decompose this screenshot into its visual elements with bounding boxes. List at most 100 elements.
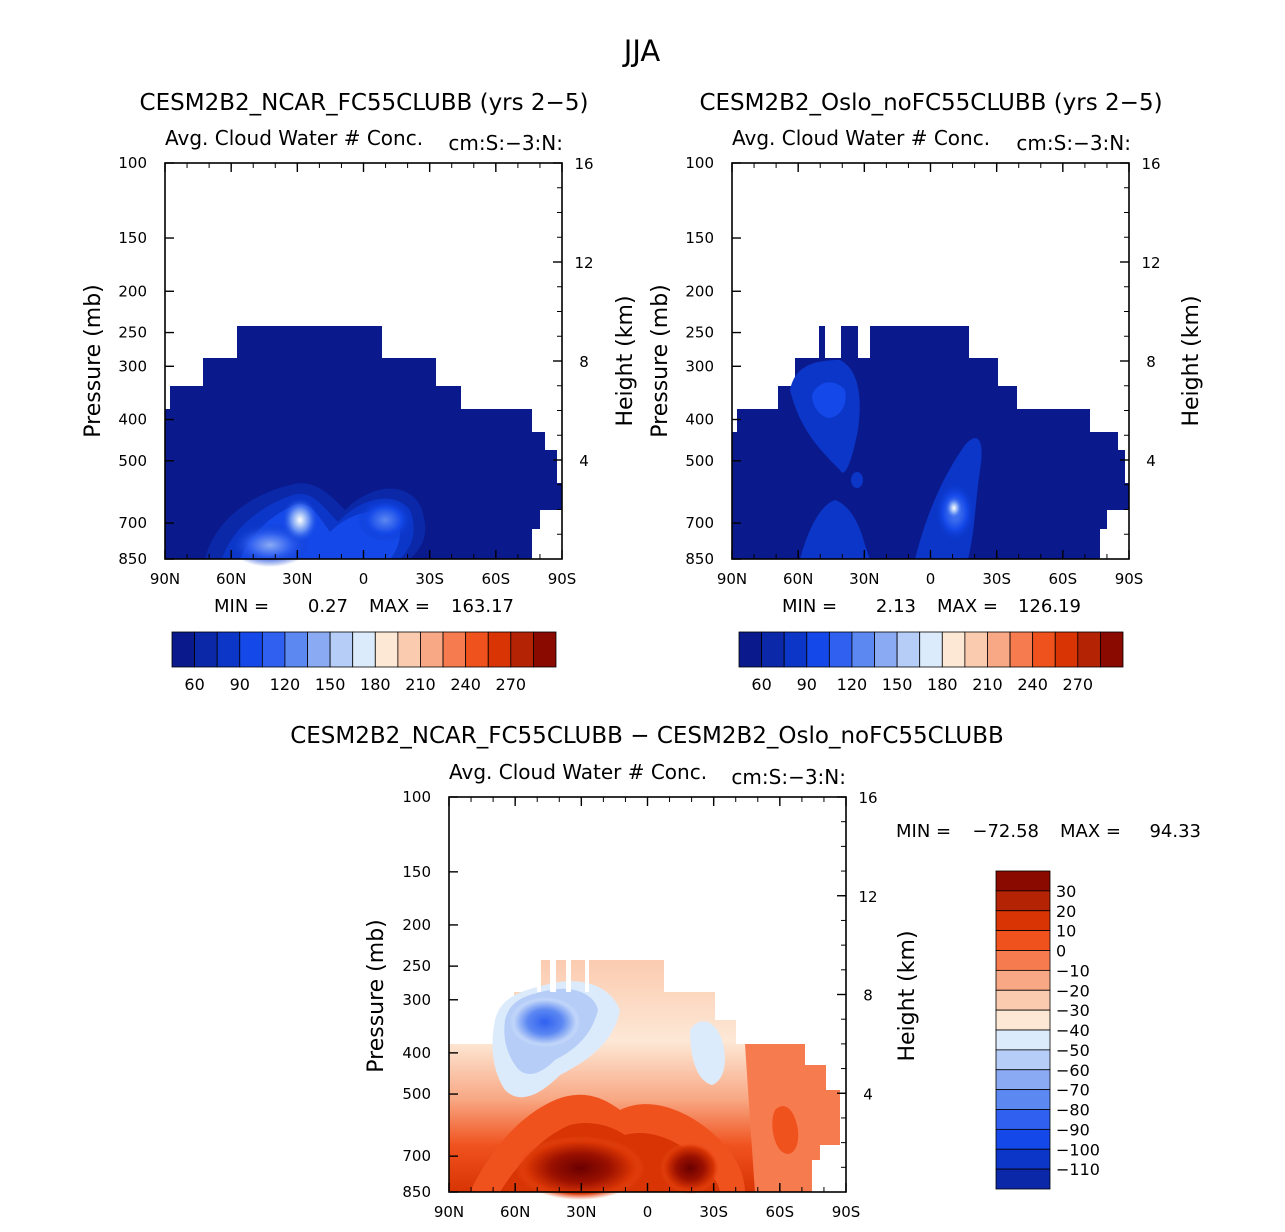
panel-oslo-contour-c xyxy=(800,500,870,559)
panel-oslo: CESM2B2_Oslo_noFC55CLUBB (yrs 2−5) Avg. … xyxy=(648,90,1204,694)
panel-diff-xtick-label: 90S xyxy=(832,1203,861,1221)
panel-ncar-colorbar-swatch xyxy=(284,631,308,668)
panel-diff-colorbar-swatch xyxy=(995,930,1051,951)
panel-ncar-ytick-right-label: 12 xyxy=(574,254,593,272)
panel-diff-colorbar-swatch xyxy=(995,1168,1051,1190)
panel-ncar-colorbar-label: 270 xyxy=(496,675,527,694)
panel-ncar-ylabel: Pressure (mb) xyxy=(81,284,106,438)
panel-diff-colorbar-swatch xyxy=(995,989,1051,1011)
panel-diff-ytick-label: 250 xyxy=(402,957,431,975)
panel-oslo-ytick-right-label: 16 xyxy=(1141,155,1160,173)
panel-oslo-subtitle-left: Avg. Cloud Water # Conc. xyxy=(732,126,990,150)
panel-ncar-xtick-label: 90S xyxy=(548,570,577,588)
panel-ncar-colorbar-swatch xyxy=(420,631,444,668)
panel-ncar-ytick-right-label: 4 xyxy=(579,452,589,470)
panel-diff-colorbar-label: −50 xyxy=(1056,1041,1090,1060)
panel-ncar-ylabel-right: Height (km) xyxy=(613,295,638,426)
panel-ncar: CESM2B2_NCAR_FC55CLUBB (yrs 2−5) Avg. Cl… xyxy=(81,90,638,694)
panel-oslo-contour-f xyxy=(945,496,963,520)
panel-diff-colorbar-swatch xyxy=(995,1009,1051,1031)
panel-ncar-colorbar-label: 120 xyxy=(270,675,301,694)
panel-diff-colorbar-swatch xyxy=(995,870,1051,892)
panel-oslo-colorbar-label: 150 xyxy=(882,675,913,694)
panel-oslo-colorbar-swatch xyxy=(964,631,988,668)
panel-oslo-ytick-right-label: 4 xyxy=(1146,452,1156,470)
panel-diff-colorbar-label: −20 xyxy=(1056,981,1090,1000)
panel-diff-colorbar-label: −30 xyxy=(1056,1001,1090,1020)
panel-ncar-ytick-label: 500 xyxy=(118,452,147,470)
panel-diff-axes: 90N 60N 30N 0 30S 60S 90S 100 150 200 250 300 400 500… xyxy=(402,788,877,1221)
panel-ncar-ytick-label: 300 xyxy=(118,357,147,375)
panel-diff-xtick-label: 60N xyxy=(500,1203,530,1221)
panel-oslo-colorbar-swatch xyxy=(1077,631,1101,668)
panel-ncar-colorbar-swatch xyxy=(307,631,331,668)
panel-oslo-colorbar-label: 60 xyxy=(751,675,771,694)
panel-oslo-field xyxy=(732,326,1129,559)
panel-ncar-colorbar-swatch xyxy=(442,631,467,668)
panel-oslo-ylabel: Pressure (mb) xyxy=(648,284,673,438)
panel-diff-ytick-right-label: 16 xyxy=(858,789,877,807)
panel-diff-colorbar-swatch xyxy=(995,910,1051,932)
panel-ncar-min-value: 0.27 xyxy=(308,596,348,617)
panel-oslo-colorbar-swatch xyxy=(874,631,898,668)
panel-ncar-ytick-label: 250 xyxy=(118,324,147,342)
panel-oslo-colorbar: 60 90 120 150 180 210 240 270 xyxy=(738,631,1124,694)
panel-diff-subtitle-right: cm:S:−3:N: xyxy=(731,765,846,789)
panel-ncar-colorbar-swatch xyxy=(171,631,195,668)
panel-diff-colorbar-label: 20 xyxy=(1056,902,1076,921)
panel-diff-ytick-label: 500 xyxy=(402,1085,431,1103)
panel-diff-max-label: MAX = xyxy=(1060,821,1121,842)
panel-diff-gap-b xyxy=(550,960,556,992)
panel-oslo-colorbar-label: 90 xyxy=(797,675,817,694)
panel-oslo-ytick-label: 300 xyxy=(685,357,714,375)
panel-oslo-colorbar-swatch xyxy=(941,631,966,668)
panel-diff-max-value: 94.33 xyxy=(1149,821,1201,842)
panel-oslo-colorbar-swatch xyxy=(1032,631,1056,668)
panel-oslo-colorbar-swatch xyxy=(1009,631,1034,668)
panel-oslo-colorbar-label: 120 xyxy=(837,675,868,694)
panel-diff-colorbar-label: −70 xyxy=(1056,1081,1090,1100)
panel-oslo-colorbar-swatch xyxy=(806,631,830,668)
panel-ncar-ytick-label: 200 xyxy=(118,282,147,300)
panel-diff-colorbar-label: 0 xyxy=(1056,942,1066,961)
panel-oslo-colorbar-swatch xyxy=(1054,631,1079,668)
panel-diff-colorbar-label: −10 xyxy=(1056,961,1090,980)
panel-oslo-contour-g xyxy=(851,472,863,488)
panel-diff-colorbar-swatch xyxy=(995,969,1051,991)
panel-diff: CESM2B2_NCAR_FC55CLUBB − CESM2B2_Oslo_no… xyxy=(290,723,1201,1221)
panel-oslo-min-label: MIN = xyxy=(782,596,837,617)
panel-diff-colorbar-label: −40 xyxy=(1056,1021,1090,1040)
panel-ncar-contour-e xyxy=(282,498,318,542)
panel-ncar-xtick-label: 0 xyxy=(359,570,369,588)
panel-ncar-contour-f xyxy=(357,498,413,542)
panel-oslo-colorbar-swatch xyxy=(828,631,853,668)
panel-diff-xtick-label: 30N xyxy=(566,1203,596,1221)
panel-ncar-colorbar-label: 60 xyxy=(184,675,204,694)
panel-ncar-subtitle-right: cm:S:−3:N: xyxy=(448,131,563,155)
panel-oslo-colorbar-swatch xyxy=(919,631,943,668)
panel-ncar-colorbar-label: 210 xyxy=(405,675,436,694)
panel-ncar-ytick-label: 150 xyxy=(118,229,147,247)
panel-diff-gap-d xyxy=(585,960,589,992)
panel-oslo-max-label: MAX = xyxy=(937,596,998,617)
panel-ncar-colorbar-label: 240 xyxy=(450,675,481,694)
panel-oslo-axes: 90N 60N 30N 0 30S 60S 90S 100 150 200 250 300 400 500… xyxy=(685,154,1160,588)
panel-ncar-colorbar-swatch xyxy=(239,631,263,668)
panel-diff-ytick-label: 700 xyxy=(402,1147,431,1165)
panel-oslo-colorbar-swatch xyxy=(783,631,808,668)
panel-ncar-title: CESM2B2_NCAR_FC55CLUBB (yrs 2−5) xyxy=(140,90,589,116)
panel-diff-xtick-label: 60S xyxy=(766,1203,795,1221)
panel-ncar-subtitle-left: Avg. Cloud Water # Conc. xyxy=(165,126,423,150)
panel-diff-subtitle-left: Avg. Cloud Water # Conc. xyxy=(449,760,707,784)
panel-oslo-colorbar-label: 210 xyxy=(972,675,1003,694)
panel-diff-xtick-label: 90N xyxy=(434,1203,464,1221)
panel-oslo-xtick-label: 30N xyxy=(849,570,879,588)
panel-oslo-xtick-label: 60N xyxy=(783,570,813,588)
panel-diff-xtick-label: 0 xyxy=(643,1203,653,1221)
panel-ncar-colorbar-label: 90 xyxy=(230,675,250,694)
panel-diff-ytick-label: 300 xyxy=(402,991,431,1009)
panel-diff-ytick-label: 850 xyxy=(402,1183,431,1201)
panel-diff-min-label: MIN = xyxy=(896,821,951,842)
panel-diff-colorbar-swatch xyxy=(995,890,1051,912)
panel-oslo-max-value: 126.19 xyxy=(1018,596,1081,617)
